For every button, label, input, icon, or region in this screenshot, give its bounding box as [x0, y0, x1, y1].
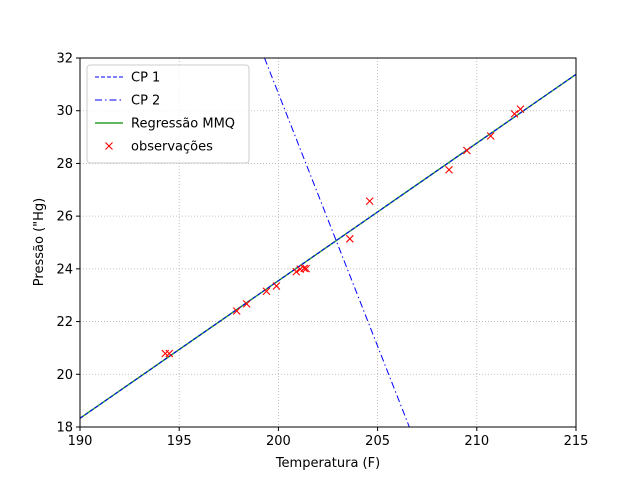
observation-point	[345, 234, 354, 243]
observation-point	[462, 146, 471, 155]
observation-point	[292, 267, 301, 276]
y-tick-label: 18	[56, 421, 73, 436]
x-tick-label: 190	[68, 434, 93, 449]
y-axis-ticks: 18 20 22 24 26 28 30 32	[56, 52, 80, 436]
plot-frame	[79, 57, 577, 428]
y-tick-label: 30	[56, 104, 73, 119]
legend-entry-observacoes: observações	[105, 140, 213, 155]
observation-point	[510, 109, 519, 118]
observation-point	[365, 197, 374, 206]
observation-point	[486, 132, 495, 140]
x-tick-label: 200	[266, 434, 291, 449]
observation-point	[165, 349, 174, 358]
observation-point	[242, 300, 251, 308]
legend-label: CP 1	[131, 71, 160, 86]
legend: CP 1 CP 2 Regressão MMQ observações	[86, 64, 250, 164]
observation-point	[262, 287, 271, 296]
y-tick-label: 26	[56, 210, 73, 225]
y-tick-label: 32	[56, 52, 73, 67]
legend-label: CP 2	[131, 94, 160, 109]
y-tick-label: 22	[56, 315, 73, 330]
legend-entry-regressao-mmq: Regressão MMQ	[95, 117, 235, 132]
legend-label: Regressão MMQ	[131, 117, 235, 132]
observation-point	[300, 264, 309, 273]
x-tick-label: 195	[167, 434, 192, 449]
y-tick-label: 28	[56, 157, 73, 172]
observation-point	[302, 264, 311, 273]
observation-point	[516, 105, 525, 114]
y-axis-label: Pressão ("Hg)	[32, 198, 47, 286]
legend-entry-cp-2: CP 2	[95, 94, 160, 109]
observation-point	[445, 165, 453, 174]
series-layer	[80, 58, 576, 427]
legend-entry-cp-1: CP 1	[95, 71, 160, 86]
observation-point	[232, 307, 241, 315]
series-line-cp-1	[80, 73, 576, 419]
observation-point	[272, 282, 281, 290]
series-line-cp-2	[264, 58, 410, 427]
legend-label: observações	[131, 140, 213, 155]
legend-swatch	[105, 142, 113, 150]
legend-box	[86, 64, 250, 164]
x-axis-ticks: 190 195 200 205 210 215	[68, 427, 589, 449]
y-tick-label: 20	[56, 368, 73, 383]
x-tick-label: 210	[464, 434, 489, 449]
y-tick-label: 24	[56, 262, 73, 277]
x-tick-label: 205	[365, 434, 390, 449]
x-axis-label: Temperatura (F)	[275, 456, 380, 471]
x-tick-label: 215	[564, 434, 589, 449]
